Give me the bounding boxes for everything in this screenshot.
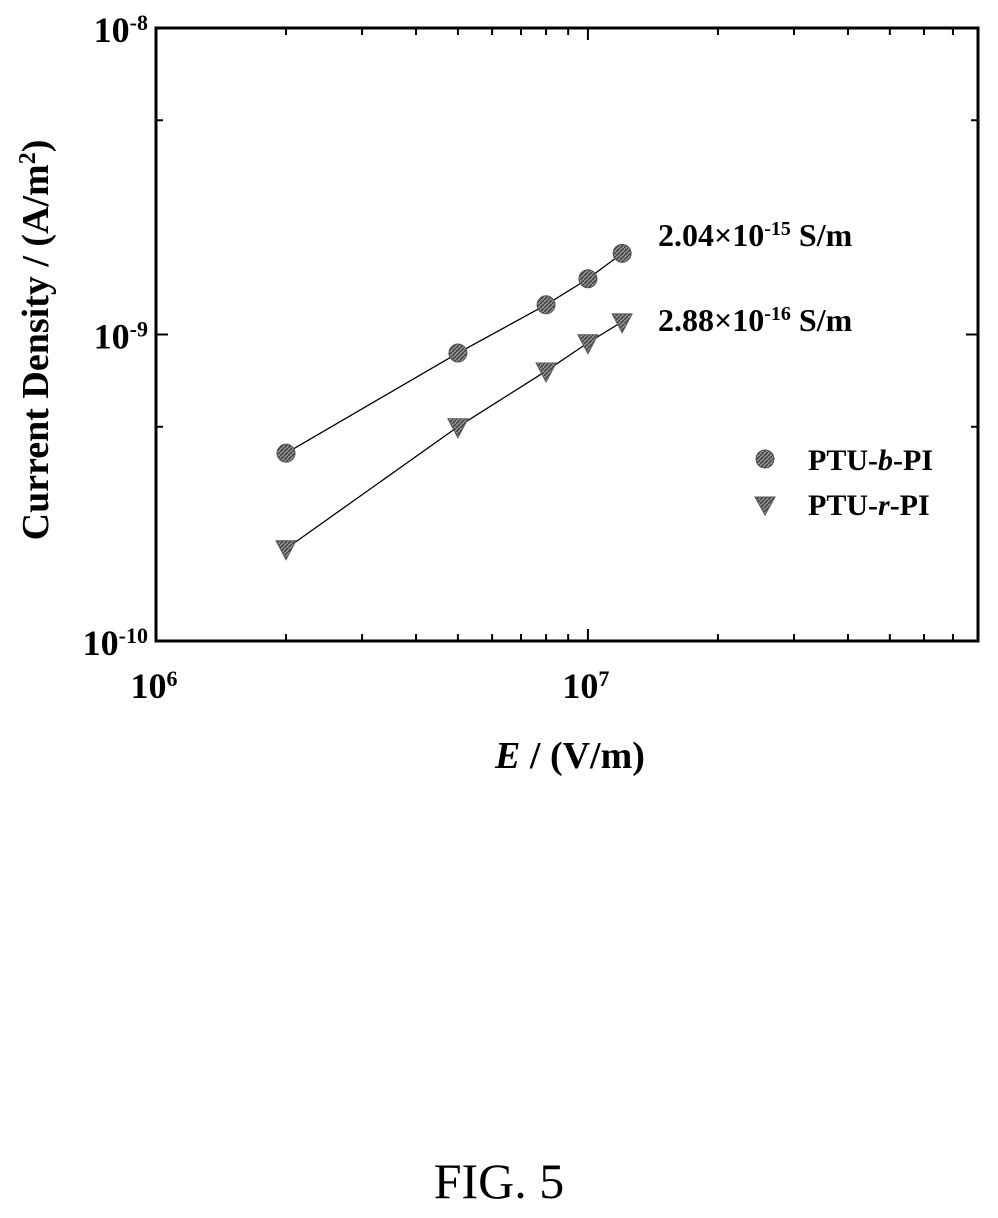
data-point-triangle	[447, 418, 469, 439]
y-axis-label-sup: 2	[15, 152, 41, 164]
plot-frame	[154, 26, 980, 643]
data-point-circle	[578, 269, 598, 289]
x-tick-label-exp: 6	[167, 666, 178, 691]
y-tick-label-base: 10	[83, 623, 119, 663]
legend-r-post: -PI	[890, 489, 930, 522]
data-point-triangle	[275, 540, 297, 561]
annotation-r-unit: S/m	[791, 302, 853, 338]
data-point-circle	[276, 443, 296, 463]
y-axis-label-base: Current Density / (A/m	[15, 164, 57, 540]
axis-ticks	[155, 27, 979, 642]
legend: PTU-b-PI PTU-r-PI	[754, 444, 933, 522]
y-tick-label-base: 10	[94, 317, 130, 357]
legend-label-b: PTU-b-PI	[808, 444, 933, 477]
x-tick-label-base: 10	[131, 666, 167, 706]
y-tick-label-exp: -8	[130, 10, 148, 35]
figure-caption: FIG. 5	[433, 1153, 565, 1209]
annotation-b-exp: -15	[764, 218, 791, 240]
y-tick-label-base: 10	[94, 10, 130, 50]
legend-marker-circle	[755, 449, 775, 469]
data-point-triangle	[611, 313, 633, 334]
y-axis-label: Current Density / (A/m2)	[15, 140, 57, 541]
y-tick-label: 10-10	[83, 623, 148, 664]
y-tick-label: 10-8	[94, 10, 148, 51]
x-tick-label: 106	[131, 666, 178, 707]
annotation-r-exp: -16	[764, 303, 791, 325]
fit-lines	[285, 252, 623, 550]
legend-b-pre: PTU-	[808, 444, 878, 477]
x-axis-label-rest: / (V/m)	[520, 735, 645, 777]
x-tick-labels: 106 107	[131, 666, 610, 707]
x-axis-label: E / (V/m)	[494, 735, 645, 777]
legend-b-post: -PI	[893, 444, 933, 477]
data-point-circle	[448, 343, 468, 363]
y-tick-label-exp: -10	[119, 623, 148, 648]
data-point-triangle	[535, 362, 557, 384]
data-point-circle	[536, 295, 556, 315]
legend-b-italic: b	[878, 444, 893, 477]
annotation-b-mantissa: 2.04×10	[658, 217, 764, 253]
annotation-conductivity-r: 2.88×10-16 S/m	[658, 302, 853, 338]
annotation-r-mantissa: 2.88×10	[658, 302, 764, 338]
legend-label-r: PTU-r-PI	[808, 489, 930, 522]
legend-marker-triangle	[754, 496, 776, 517]
x-tick-label-exp: 7	[598, 666, 609, 691]
y-axis-label-end: )	[15, 140, 57, 153]
data-markers	[275, 243, 633, 561]
y-tick-label: 10-9	[94, 316, 148, 357]
data-point-circle	[612, 243, 632, 263]
data-point-triangle	[577, 334, 599, 355]
annotation-conductivity-b: 2.04×10-15 S/m	[658, 217, 853, 253]
x-tick-label: 107	[562, 666, 609, 707]
x-axis-label-italic: E	[494, 735, 520, 777]
y-tick-label-exp: -9	[130, 316, 148, 341]
annotation-b-unit: S/m	[791, 217, 853, 253]
legend-r-pre: PTU-	[808, 489, 878, 522]
legend-r-italic: r	[878, 489, 890, 522]
x-tick-label-base: 10	[562, 666, 598, 706]
